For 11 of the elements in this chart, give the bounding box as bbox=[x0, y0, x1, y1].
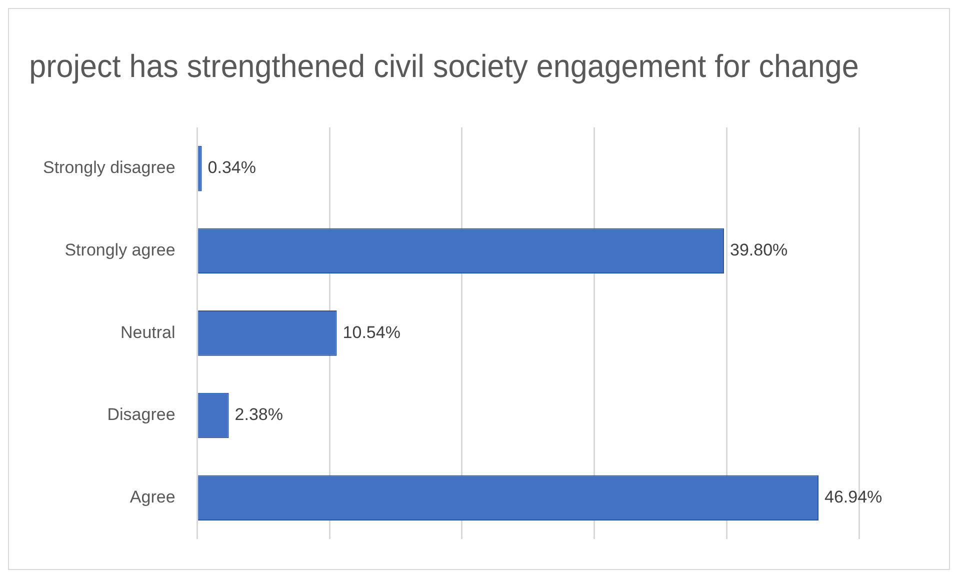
y-tick-label: Strongly disagree bbox=[42, 158, 176, 178]
y-tick-label: Agree bbox=[130, 488, 176, 507]
data-label: 2.38% bbox=[234, 405, 283, 424]
y-tick-label: Disagree bbox=[107, 405, 176, 424]
chart-title: project has strengthened civil society engagement for change bbox=[29, 48, 859, 84]
data-label: 0.34% bbox=[208, 158, 256, 178]
data-label: 39.80% bbox=[730, 240, 788, 260]
data-label: 10.54% bbox=[342, 322, 400, 342]
y-tick-label: Neutral bbox=[120, 322, 176, 342]
data-label: 46.94% bbox=[824, 488, 882, 507]
y-tick-label: Strongly agree bbox=[64, 240, 176, 260]
